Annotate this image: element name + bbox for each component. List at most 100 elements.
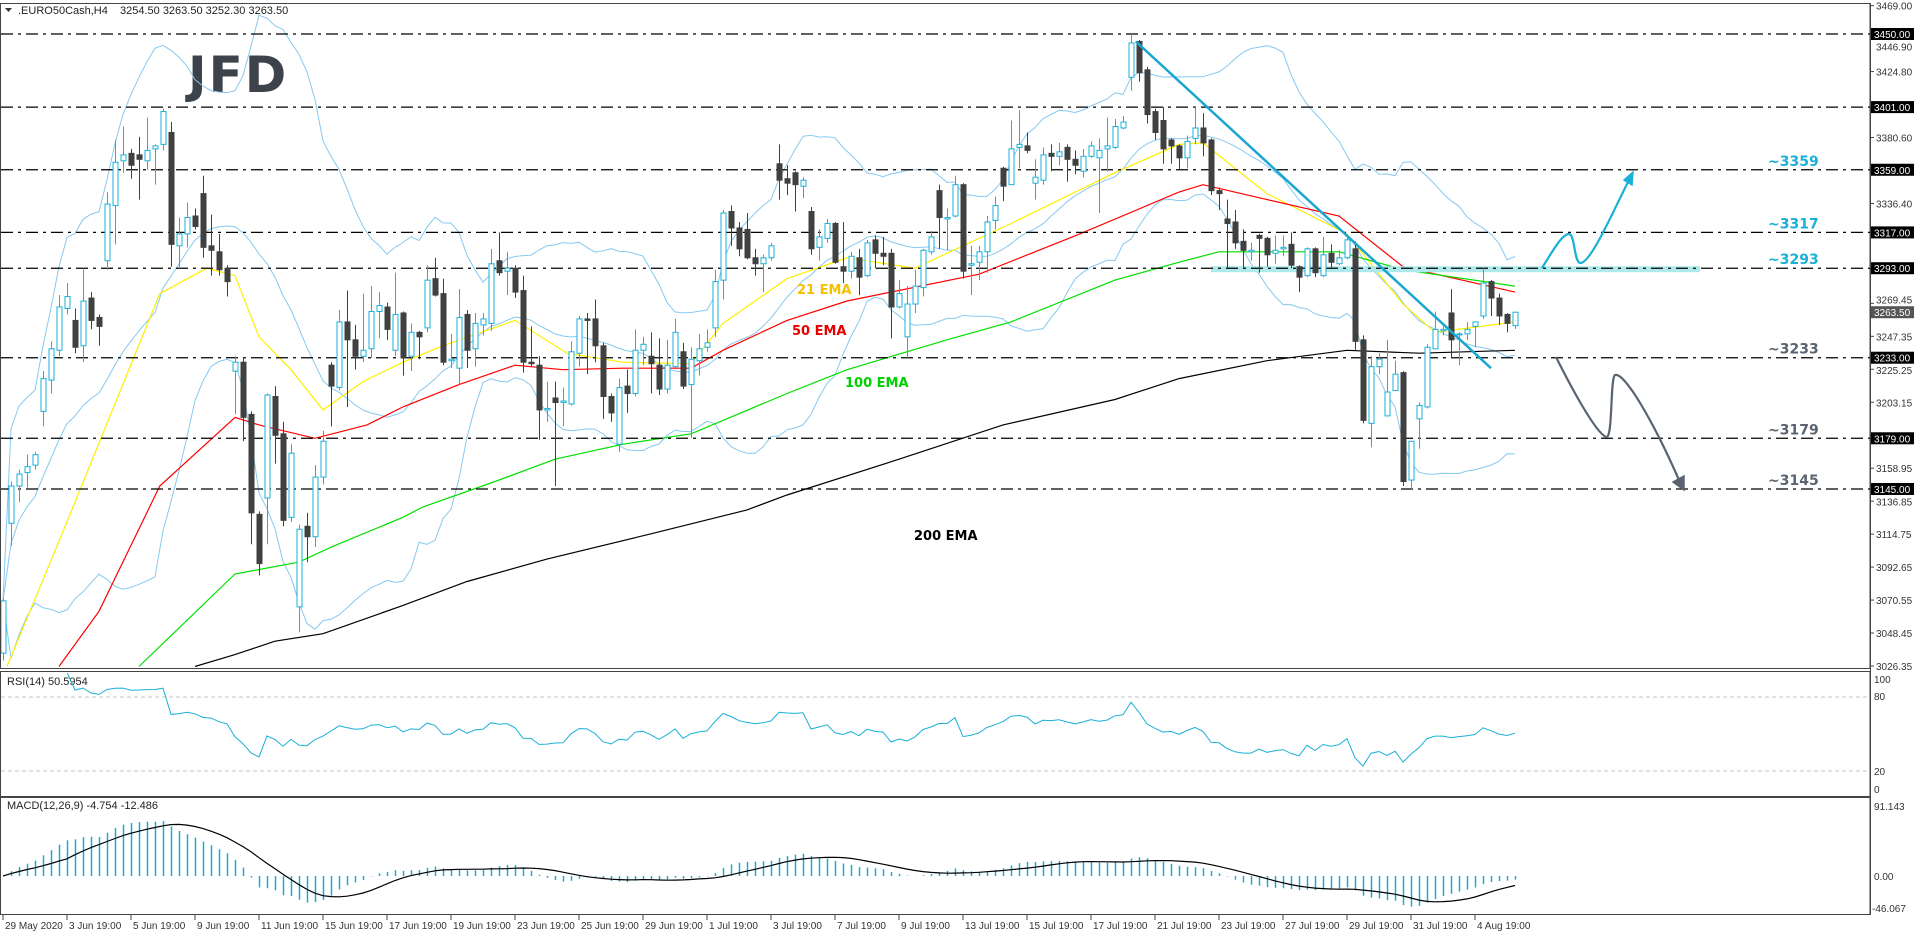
price-tick-label: 3114.75 <box>1876 530 1912 541</box>
macd-axis: 91.143 0.00 -46.067 <box>1872 802 1906 915</box>
candle-body <box>1016 143 1023 148</box>
candle <box>1264 236 1271 267</box>
candle-body <box>1384 391 1391 417</box>
candle-body <box>472 322 479 350</box>
candle-body <box>896 293 903 308</box>
candle-body <box>216 251 223 271</box>
candle-body <box>120 154 127 162</box>
ema-line-21ema <box>6 142 1516 667</box>
candle <box>1280 235 1287 257</box>
date-tick-label: 21 Jul 19:00 <box>1157 921 1212 932</box>
candle-body <box>584 318 591 321</box>
candle-body <box>1328 252 1335 263</box>
candle <box>1352 241 1359 351</box>
candle <box>1080 148 1087 178</box>
date-tick-label: 29 Jun 19:00 <box>645 921 703 932</box>
rsi-axis-80: 80 <box>1874 692 1886 703</box>
candle-body <box>272 396 279 436</box>
candle <box>16 469 23 503</box>
candle-body <box>1496 297 1503 317</box>
scenario-arrows <box>1541 170 1685 492</box>
candle-body <box>376 305 383 312</box>
candle <box>272 386 279 464</box>
candle <box>1328 244 1335 269</box>
candle <box>1000 166 1007 202</box>
candle <box>1256 233 1263 273</box>
candle <box>104 192 111 270</box>
candle <box>1208 138 1215 196</box>
candle-body <box>176 233 183 247</box>
candle-body <box>1120 121 1127 129</box>
candle <box>920 248 927 297</box>
candle <box>152 144 159 185</box>
candle <box>752 248 759 276</box>
candle <box>1248 242 1255 261</box>
candle-body <box>952 184 959 217</box>
candle-body <box>136 154 143 160</box>
candle <box>528 326 535 367</box>
price-axis[interactable]: 3469.00 3446.90 3424.80 3380.60 3336.40 3269.… <box>1870 2 1914 915</box>
candle-body <box>1176 145 1183 159</box>
candle-body <box>656 364 663 390</box>
date-tick-label: 4 Aug 19:00 <box>1477 921 1531 932</box>
level-price-box <box>1871 163 1914 176</box>
candle-body <box>1504 313 1511 324</box>
candle <box>1200 113 1207 157</box>
candle <box>1032 159 1039 200</box>
candle <box>488 248 495 331</box>
candle <box>1472 321 1479 348</box>
rsi-line <box>66 673 1516 767</box>
candle <box>856 248 863 296</box>
candle-body <box>768 245 775 259</box>
candle-body <box>824 222 831 239</box>
candle <box>424 265 431 333</box>
candle-body <box>1128 42 1135 78</box>
candle-body <box>592 318 599 347</box>
candle-body <box>1320 254 1327 277</box>
candle-body <box>104 203 111 262</box>
candle <box>360 293 367 363</box>
candle <box>1448 289 1455 358</box>
candle <box>1288 232 1295 269</box>
candle <box>888 248 895 339</box>
candle <box>216 233 223 276</box>
rsi-axis: 100 80 20 0 <box>1874 675 1891 796</box>
candle-body <box>928 236 935 253</box>
candle-body <box>1480 282 1487 317</box>
date-tick-label: 11 Jun 19:00 <box>261 921 319 932</box>
candle <box>1336 250 1343 266</box>
candle-body <box>1304 248 1311 277</box>
collapse-triangle-icon[interactable] <box>5 8 12 12</box>
candle-body <box>1000 167 1007 187</box>
candle <box>736 221 743 257</box>
candle-body <box>816 236 823 248</box>
date-axis[interactable]: 29 May 2020 3 Jun 19:00 5 Jun 19:00 9 Jun 1… <box>2 915 1531 932</box>
candle-body <box>368 310 375 350</box>
candle-body <box>1232 221 1239 244</box>
candle <box>864 239 871 278</box>
candle-body <box>1376 358 1383 368</box>
trendline[interactable] <box>1134 40 1492 370</box>
candle <box>560 387 567 427</box>
candle-body <box>1096 149 1103 159</box>
candle-body <box>424 279 431 329</box>
candle-body <box>1368 366 1375 424</box>
candle <box>792 171 799 212</box>
candle <box>728 205 735 246</box>
date-tick-label: 3 Jul 19:00 <box>773 921 822 932</box>
candle <box>600 342 607 419</box>
candle-body <box>128 152 135 166</box>
candle <box>976 245 983 281</box>
candle <box>48 341 55 394</box>
date-tick-label: 23 Jun 19:00 <box>517 921 575 932</box>
date-tick-label: 1 Jul 19:00 <box>709 921 758 932</box>
candle-body <box>1080 155 1087 172</box>
candle-body <box>904 303 911 338</box>
candle-body <box>512 267 519 293</box>
candle-body <box>808 211 815 250</box>
candle-body <box>520 290 527 363</box>
candle-body <box>992 205 999 221</box>
candle <box>1296 265 1303 293</box>
candle-body <box>488 263 495 324</box>
